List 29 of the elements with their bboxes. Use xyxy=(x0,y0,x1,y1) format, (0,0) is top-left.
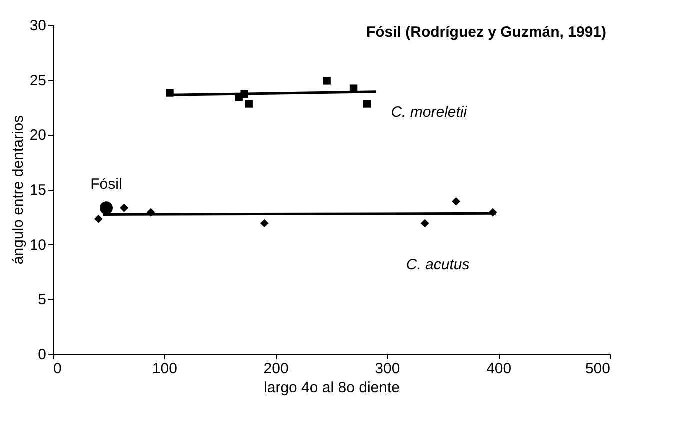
x-tick-label: 200 xyxy=(264,360,289,378)
y-tick-label: 25 xyxy=(30,72,46,90)
point xyxy=(323,77,331,85)
point xyxy=(452,197,460,206)
point xyxy=(260,219,269,228)
x-tick-label: 100 xyxy=(152,360,178,378)
x-tick-label: 300 xyxy=(375,360,400,378)
y-tick-label: 0 xyxy=(38,346,46,364)
point xyxy=(100,202,113,215)
point xyxy=(363,100,372,108)
x-tick-label: 400 xyxy=(486,360,512,378)
x-tick-label: 0 xyxy=(54,360,62,378)
x-tick-label: 500 xyxy=(585,360,610,378)
x-axis-title: largo 4o al 8o diente xyxy=(264,380,400,396)
point xyxy=(120,204,128,212)
point xyxy=(420,219,430,228)
y-axis-title: ángulo entre dentarios xyxy=(10,115,27,265)
point xyxy=(245,100,253,108)
point xyxy=(166,89,174,97)
chart-title: Fósil (Rodríguez y Guzmán, 1991) xyxy=(366,24,606,41)
y-tick-label: 10 xyxy=(30,236,46,254)
y-tick-label: 30 xyxy=(30,18,46,34)
text: C. acutus xyxy=(406,256,470,274)
series-label: C. moreletii xyxy=(391,104,468,121)
y-tick-label: 5 xyxy=(38,292,46,309)
y-tick-label: 15 xyxy=(30,182,46,199)
annotation: Fósil xyxy=(90,176,122,194)
point xyxy=(94,214,103,224)
y-tick-label: 20 xyxy=(30,127,46,144)
